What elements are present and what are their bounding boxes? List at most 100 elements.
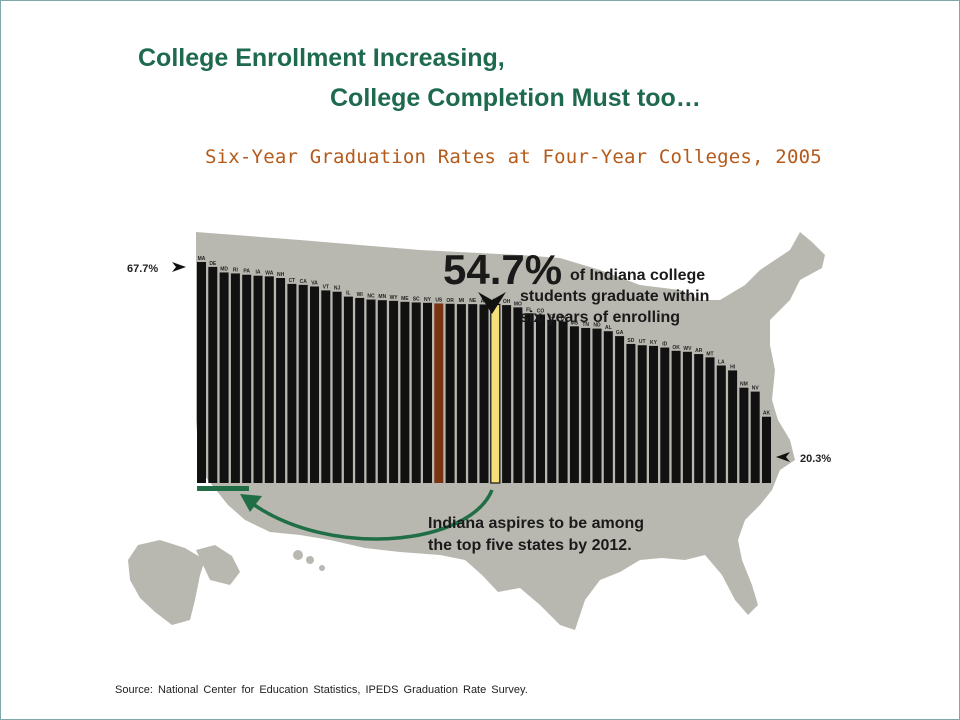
bar-mt <box>705 357 715 483</box>
bar-ga <box>615 336 625 483</box>
bar-label-vt: VT <box>323 284 329 290</box>
bar-label-mi: MI <box>459 298 465 304</box>
bar-label-ia: IA <box>256 270 261 276</box>
bar-al <box>603 331 613 483</box>
slide-title-line1: College Enrollment Increasing, <box>138 44 505 72</box>
bar-label-mt: MT <box>706 351 713 357</box>
bar-label-az: AZ <box>481 298 488 304</box>
bar-label-ky: KY <box>650 340 658 346</box>
bar-mi <box>456 304 466 483</box>
bar-ri <box>230 273 240 483</box>
bar-label-fl: FL <box>526 307 532 313</box>
max-arrow-icon <box>172 262 186 272</box>
bar-mn <box>377 300 387 483</box>
bar-label-sc: SC <box>413 296 420 302</box>
bar-pa <box>242 274 252 483</box>
bar-label-ny: NY <box>424 297 432 303</box>
bar-label-oh: OH <box>503 299 511 305</box>
bar-mo <box>513 307 523 483</box>
bar-sd <box>626 343 636 483</box>
bar-label-id: ID <box>662 342 667 348</box>
bar-label-ar: AR <box>695 348 703 354</box>
bar-label-wa: WA <box>265 270 273 276</box>
indiana-text-line3: six years of enrolling <box>520 309 680 326</box>
bar-il <box>343 296 353 483</box>
bar-ca <box>298 284 308 483</box>
bar-va <box>310 286 319 483</box>
bar-label-ak: AK <box>763 411 771 417</box>
bar-ky <box>649 345 658 483</box>
bar-label-nd: ND <box>593 323 601 329</box>
min-arrow-icon <box>776 452 790 462</box>
bar-label-ri: RI <box>233 267 239 273</box>
bar-label-nc: NC <box>367 294 375 300</box>
bar-label-wy: WY <box>390 295 399 301</box>
bar-wv <box>682 351 692 483</box>
indiana-value-big: 54.7% <box>443 246 562 293</box>
bar-label-md: MD <box>220 266 228 272</box>
bar-label-ga: GA <box>616 330 624 336</box>
goal-bracket <box>197 486 249 491</box>
bar-us <box>434 303 444 483</box>
bar-ar <box>694 354 704 483</box>
bar-wy <box>389 300 399 483</box>
bar-label-il: IL <box>346 291 350 297</box>
bar-label-wv: WV <box>683 346 692 352</box>
bar-ny <box>423 302 432 483</box>
bar-ut <box>637 345 647 483</box>
bar-label-tn: TN <box>582 322 589 328</box>
bar-la <box>716 365 726 483</box>
bar-label-ne: NE <box>469 298 477 304</box>
bar-ks <box>547 319 557 483</box>
bar-nv <box>750 391 760 483</box>
bars-group <box>197 262 771 484</box>
bar-label-al: AL <box>605 325 612 331</box>
bar-ct <box>287 283 297 483</box>
bar-tn <box>581 327 591 483</box>
bar-label-sd: SD <box>627 338 634 344</box>
bar-label-tx: TX <box>560 315 567 321</box>
bar-wi <box>355 297 365 483</box>
bar-label-mn: MN <box>378 294 386 300</box>
bar-de <box>208 266 218 483</box>
bar-nd <box>592 328 602 483</box>
bar-nm <box>739 387 749 483</box>
bar-label-co: CO <box>537 309 545 315</box>
bar-label-mo: MO <box>514 301 522 307</box>
bar-label-hi: HI <box>730 364 736 370</box>
bar-co <box>536 314 545 483</box>
indiana-down-arrow-icon <box>478 292 506 314</box>
bar-label-pa: PA <box>243 269 250 275</box>
bar-ma <box>197 262 206 483</box>
bar-label-wi: WI <box>357 292 364 298</box>
bar-ak <box>762 416 771 483</box>
bar-id <box>660 347 670 483</box>
bar-nh <box>276 277 286 483</box>
bar-wa <box>264 276 274 483</box>
goal-text-line2: the top five states by 2012. <box>428 537 632 554</box>
bar-ia <box>253 275 263 483</box>
source-note: Source: National Center for Education St… <box>115 684 528 696</box>
slide-title-line2: College Completion Must too… <box>330 84 701 112</box>
bar-md <box>219 272 229 483</box>
bar-label-ms: MS <box>571 320 579 326</box>
bar-label-me: ME <box>401 296 409 302</box>
bar-ok <box>671 350 681 483</box>
bar-vt <box>321 290 331 483</box>
bar-ms <box>569 326 579 483</box>
bar-label-ut: UT <box>639 339 646 345</box>
bar-label-ma: MA <box>198 256 206 262</box>
bar-label-or: OR <box>446 298 454 304</box>
goal-text-line1: Indiana aspires to be among <box>428 515 644 532</box>
indiana-text-line1: of Indiana college <box>570 267 705 284</box>
goal-arrowhead <box>240 494 262 512</box>
bar-label-va: VA <box>311 280 318 286</box>
bar-tx <box>558 321 568 483</box>
min-value-label: 20.3% <box>800 453 831 465</box>
bar-label-de: DE <box>209 261 217 267</box>
bar-label-ca: CA <box>300 279 308 285</box>
goal-arrow <box>248 489 494 541</box>
bar-nc <box>366 299 376 483</box>
